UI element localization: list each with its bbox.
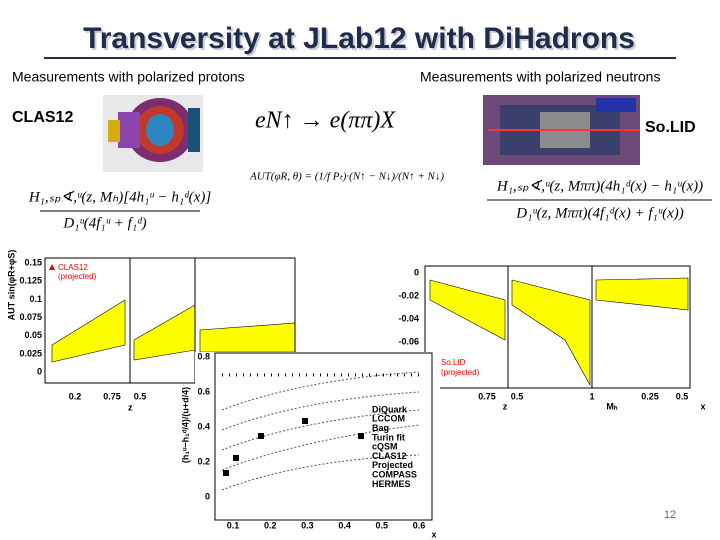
asymmetry-formula: AUT(φR, θ) = (1/f Pₜ)·(N↑ − N↓)/(N↑ + N↓… [249, 171, 444, 183]
x-axis-label: z [503, 401, 508, 411]
legend-entry: cQSM [372, 442, 398, 452]
reaction: eN↑ → e(ππ)X [255, 108, 396, 134]
x-axis-label: x [700, 401, 705, 411]
y-tick-label: 0.125 [19, 276, 42, 286]
legend-entry: LCCOM [372, 414, 405, 424]
y-tick-label: 0.15 [24, 257, 42, 267]
solid-plot [424, 265, 691, 389]
legend-entry: Projected [372, 460, 413, 470]
detector-image [103, 95, 203, 172]
y-tick-label: 0.8 [197, 351, 210, 361]
legend-entry: So.LID [441, 358, 466, 367]
x-tick-label: 0.1 [227, 520, 240, 530]
title-shadow: Transversity at JLab12 with DiHadrons [85, 24, 637, 57]
x-tick-label: 0.4 [338, 520, 351, 530]
y-axis-label: (h₁ᵘ−h₁ᵈ/4)/(u+d/4) [180, 387, 190, 463]
x-tick-label: 0.3 [301, 520, 314, 530]
left-heading: Measurements with polarized protons [12, 69, 245, 85]
x-tick-label: 1 [589, 391, 594, 401]
right-heading: Measurements with polarized neutrons [420, 69, 660, 85]
x-tick-label: 0.5 [511, 391, 524, 401]
detector-image [483, 95, 640, 165]
formula-denominator: D₁ᵘ(z, Mππ)(4f₁ᵈ(x) + f₁ᵘ(x)) [515, 205, 684, 221]
experiment-label: So.LID [645, 119, 696, 136]
legend-entry: Bag [372, 423, 389, 433]
x-tick-label: 0.6 [413, 520, 426, 530]
legend-entry: HERMES [372, 479, 411, 489]
y-tick-label: 0 [37, 367, 42, 377]
y-tick-label: 0.2 [197, 456, 210, 466]
legend-entry: (projected) [58, 272, 97, 281]
models-plot [195, 352, 440, 540]
y-tick-label: 0 [414, 267, 419, 277]
x-tick-label: 0.2 [69, 391, 82, 401]
x-tick-label: 0.2 [264, 520, 277, 530]
x-tick-label: 0.5 [376, 520, 389, 530]
legend-entry: CLAS12 [58, 263, 88, 272]
title: Transversity at JLab12 with DiHadrons [83, 22, 635, 55]
page-number: 12 [664, 509, 676, 521]
x-tick-label: 0.5 [676, 391, 689, 401]
y-tick-label: 0.05 [24, 330, 42, 340]
x-axis-label: x [431, 529, 436, 539]
legend-entry: DiQuark [372, 404, 408, 414]
formula-denominator: D₁ᵘ(4f₁ᵘ + f₁ᵈ) [62, 215, 146, 231]
formula-numerator: H₁,ₛₚ∢,ᵘ(z, Mππ)(4h₁ᵈ(x) − h₁ᵘ(x)) [496, 178, 703, 194]
y-tick-label: 0.1 [29, 294, 42, 304]
y-tick-label: -0.04 [398, 313, 419, 323]
x-axis-label: z [128, 402, 133, 412]
y-tick-label: 0.075 [19, 312, 42, 322]
y-tick-label: 0.025 [19, 348, 42, 358]
clas12-plot [44, 257, 296, 384]
experiment-label: CLAS12 [12, 109, 73, 126]
legend-entry: CLAS12 [372, 451, 407, 461]
legend-entry: Turin fit [372, 432, 405, 442]
legend-entry: (projected) [441, 368, 480, 377]
y-axis-label: AUT sin(φR+φS) [6, 250, 16, 321]
x-tick-label: 0.75 [478, 391, 496, 401]
y-tick-label: 0.4 [197, 421, 210, 431]
y-tick-label: -0.02 [398, 290, 419, 300]
legend-entry: COMPASS [372, 469, 417, 479]
y-tick-label: -0.06 [398, 336, 419, 346]
y-tick-label: 0.6 [197, 386, 210, 396]
y-tick-label: 0 [205, 491, 210, 501]
x-tick-label: 0.25 [641, 391, 659, 401]
x-axis-label: Mₕ [606, 401, 617, 411]
x-tick-label: 0.75 [103, 391, 121, 401]
formula-numerator: H₁,ₛₚ∢,ᵘ(z, Mₕ)[4h₁ᵘ − h₁ᵈ(x)] [28, 189, 211, 205]
x-tick-label: 0.5 [134, 391, 147, 401]
